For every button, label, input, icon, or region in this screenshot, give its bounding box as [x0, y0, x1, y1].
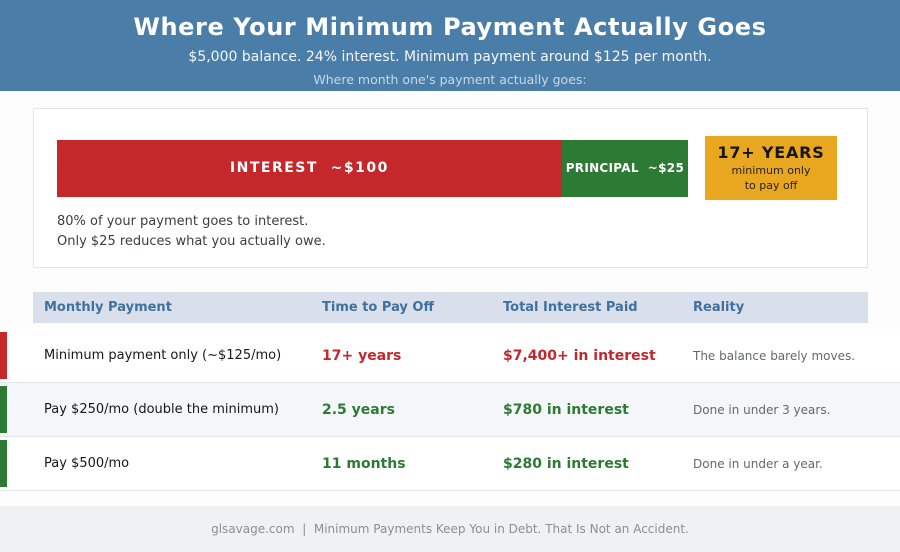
interest-cell: $7,400+ in interest	[503, 347, 656, 364]
principal-bar-segment: PRINCIPAL ~$25	[561, 139, 688, 197]
column-header-time-to-pay-off: Time to Pay Off	[322, 300, 435, 315]
breakdown-note-line1: 80% of your payment goes to interest.	[57, 214, 309, 229]
column-header-monthly-payment: Monthly Payment	[44, 300, 172, 315]
table-row-double-payment: Pay $250/mo (double the minimum) 2.5 yea…	[0, 383, 900, 437]
payoff-years: 17+ YEARS	[717, 143, 825, 162]
payment-stacked-bar: INTEREST ~$100 PRINCIPAL ~$25	[57, 139, 688, 197]
footer-text: glsavage.com | Minimum Payments Keep You…	[211, 522, 689, 536]
principal-segment-label: PRINCIPAL ~$25	[565, 161, 685, 175]
reality-cell: Done in under 3 years.	[693, 402, 831, 417]
header-tagline: Where month one's payment actually goes:	[313, 72, 587, 87]
reality-cell: Done in under a year.	[693, 456, 823, 471]
interest-cell: $780 in interest	[503, 401, 629, 418]
interest-segment-label: INTEREST ~$100	[229, 160, 389, 176]
payment-cell: Pay $500/mo	[44, 456, 130, 471]
footer-strip: glsavage.com | Minimum Payments Keep You…	[0, 506, 900, 552]
row-accent-bar	[0, 332, 7, 379]
payoff-callout: 17+ YEARS minimum only to pay off	[705, 136, 837, 200]
interest-cell: $280 in interest	[503, 455, 629, 472]
payment-cell: Pay $250/mo (double the minimum)	[44, 402, 280, 417]
payment-bar-row: INTEREST ~$100 PRINCIPAL ~$25 17+ YEARS …	[57, 136, 837, 200]
payoff-caption-line1: minimum only	[731, 164, 811, 177]
payoff-caption-line2: to pay off	[744, 179, 798, 192]
time-cell: 2.5 years	[322, 401, 395, 418]
payment-cell: Minimum payment only (~$125/mo)	[44, 348, 282, 363]
header-banner: Where Your Minimum Payment Actually Goes…	[0, 0, 900, 91]
time-cell: 17+ years	[322, 347, 402, 364]
header-subtitle: $5,000 balance. 24% interest. Minimum pa…	[188, 49, 712, 65]
page-title: Where Your Minimum Payment Actually Goes	[133, 13, 767, 41]
breakdown-note-line2: Only $25 reduces what you actually owe.	[57, 234, 326, 249]
interest-bar-segment: INTEREST ~$100	[57, 139, 562, 197]
column-header-total-interest-paid: Total Interest Paid	[503, 300, 638, 315]
table-header-row: Monthly Payment Time to Pay Off Total In…	[33, 292, 868, 323]
reality-cell: The balance barely moves.	[693, 348, 856, 363]
row-accent-bar	[0, 386, 7, 433]
row-accent-bar	[0, 440, 7, 487]
table-body: Minimum payment only (~$125/mo) 17+ year…	[0, 329, 900, 491]
payment-breakdown-card: INTEREST ~$100 PRINCIPAL ~$25 17+ YEARS …	[33, 108, 868, 268]
time-cell: 11 months	[322, 455, 406, 472]
column-header-reality: Reality	[693, 300, 745, 315]
table-row-500-payment: Pay $500/mo 11 months $280 in interest D…	[0, 437, 900, 491]
table-row-minimum-payment: Minimum payment only (~$125/mo) 17+ year…	[0, 329, 900, 383]
